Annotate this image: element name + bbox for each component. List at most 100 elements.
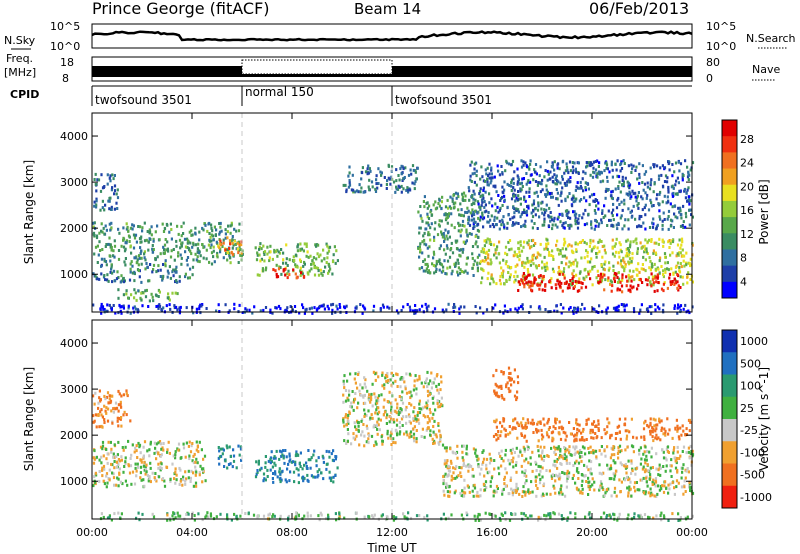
data-cell — [148, 299, 151, 303]
data-cell — [643, 435, 646, 439]
data-cell — [570, 249, 574, 253]
data-cell — [685, 451, 688, 455]
data-cell — [346, 439, 349, 443]
data-cell — [645, 458, 648, 462]
data-cell — [188, 230, 191, 234]
data-cell — [221, 452, 224, 456]
data-cell — [517, 194, 520, 198]
data-cell — [94, 245, 98, 249]
data-cell — [140, 235, 143, 239]
data-cell — [446, 490, 449, 494]
data-cell — [504, 484, 507, 488]
data-cell — [512, 488, 515, 492]
data-cell — [657, 267, 660, 271]
data-cell — [643, 182, 647, 186]
data-cell — [560, 311, 563, 315]
data-cell — [437, 202, 440, 205]
data-cell — [577, 161, 580, 165]
data-cell — [117, 484, 120, 488]
data-cell — [683, 254, 686, 258]
data-cell — [287, 462, 290, 466]
data-cell — [407, 190, 410, 194]
data-cell — [556, 466, 559, 470]
data-cell — [576, 308, 579, 311]
data-cell — [683, 264, 686, 268]
data-cell — [503, 198, 506, 202]
data-cell — [616, 425, 619, 429]
data-cell — [673, 307, 676, 310]
data-cell — [381, 384, 384, 388]
data-cell — [654, 484, 657, 488]
data-cell — [260, 247, 263, 251]
data-cell — [378, 410, 381, 414]
data-cell — [435, 267, 438, 271]
data-cell — [492, 374, 495, 378]
data-cell — [510, 189, 513, 192]
data-cell — [649, 432, 652, 436]
data-cell — [339, 305, 342, 309]
data-cell — [424, 227, 427, 231]
data-cell — [415, 440, 418, 444]
data-cell — [672, 226, 675, 229]
data-cell — [629, 196, 632, 200]
data-cell — [265, 266, 268, 270]
data-cell — [113, 255, 116, 259]
data-cell — [566, 168, 569, 172]
data-cell — [652, 281, 655, 285]
data-cell — [178, 483, 181, 486]
data-cell — [353, 397, 357, 401]
data-cell — [120, 405, 123, 409]
data-cell — [628, 430, 631, 434]
data-cell — [263, 250, 267, 254]
data-cell — [399, 385, 402, 389]
data-cell — [564, 431, 567, 435]
data-cell — [157, 452, 160, 456]
data-cell — [210, 251, 214, 255]
data-cell — [611, 224, 614, 228]
data-cell — [176, 447, 179, 451]
data-cell — [610, 194, 613, 198]
data-cell — [148, 230, 151, 234]
data-cell — [481, 217, 484, 221]
data-cell — [628, 245, 632, 249]
data-cell — [600, 218, 603, 222]
data-cell — [455, 465, 458, 469]
data-cell — [360, 186, 363, 190]
data-cell — [106, 309, 109, 313]
data-cell — [197, 249, 200, 253]
data-cell — [554, 491, 557, 495]
data-cell — [552, 463, 555, 467]
data-cell — [331, 308, 334, 312]
data-cell — [666, 261, 669, 265]
data-cell — [302, 274, 306, 278]
data-cell — [464, 491, 467, 495]
data-cell — [372, 425, 375, 429]
data-cell — [682, 174, 685, 177]
data-cell — [635, 467, 638, 470]
data-cell — [216, 255, 219, 259]
data-cell — [111, 173, 114, 177]
data-cell — [592, 420, 596, 424]
data-cell — [105, 474, 108, 478]
data-cell — [595, 204, 598, 208]
data-cell — [497, 466, 500, 470]
data-cell — [208, 260, 211, 264]
data-cell — [450, 212, 453, 216]
data-cell — [105, 411, 108, 415]
data-cell — [226, 251, 229, 254]
data-cell — [485, 240, 488, 244]
data-cell — [646, 307, 649, 311]
data-cell — [440, 396, 443, 400]
data-cell — [426, 215, 429, 219]
data-cell — [127, 234, 131, 238]
data-cell — [426, 385, 429, 389]
data-cell — [352, 408, 355, 412]
data-cell — [461, 250, 464, 254]
data-cell — [168, 303, 171, 307]
data-cell — [361, 166, 364, 170]
data-cell — [676, 468, 679, 472]
data-cell — [237, 444, 240, 448]
data-cell — [612, 472, 615, 476]
date-title: 06/Feb/2013 — [589, 0, 689, 18]
data-cell — [462, 462, 465, 466]
